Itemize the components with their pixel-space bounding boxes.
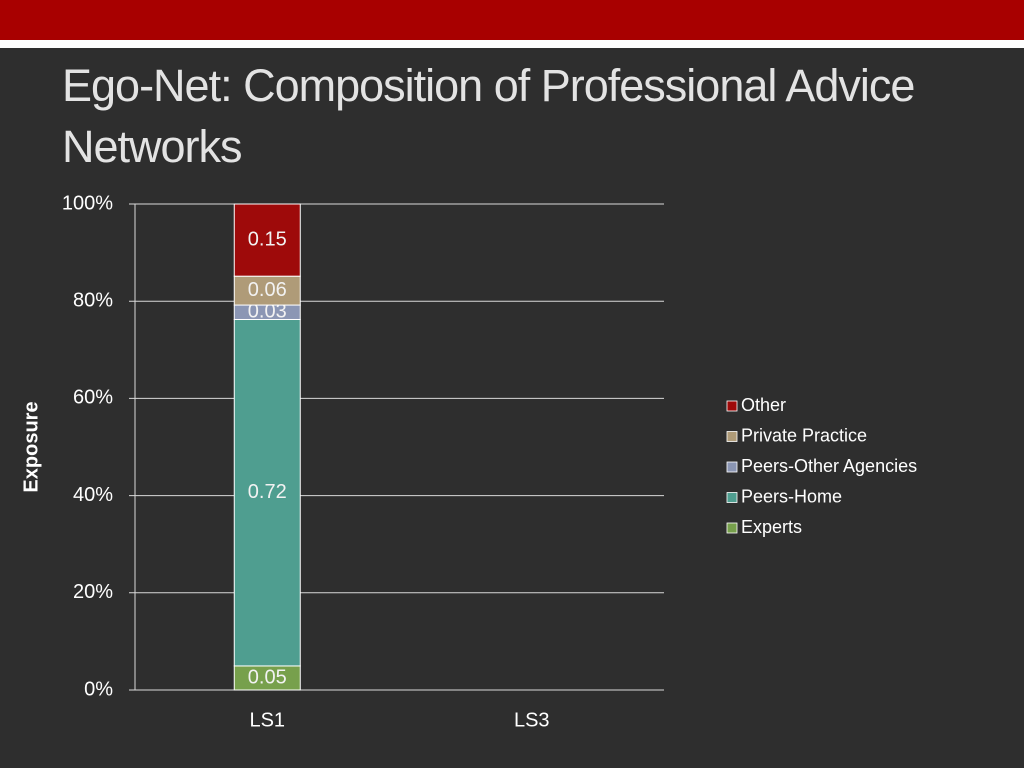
bar-segment <box>233 275 301 306</box>
y-tick-label: 60% <box>73 387 113 409</box>
legend-swatch <box>726 461 738 473</box>
chart-title: Ego-Net: Composition of Professional Adv… <box>62 60 915 172</box>
y-axis-title: Exposure <box>20 401 42 492</box>
legend-swatch <box>726 492 738 503</box>
data-label: 0.15 <box>248 228 287 250</box>
top-stripe <box>0 40 1024 48</box>
data-label: 0.06 <box>248 279 287 301</box>
x-tick-label: LS3 <box>514 709 550 731</box>
x-tick-label: LS1 <box>249 709 285 731</box>
bar-segment <box>233 203 301 277</box>
y-tick-label: 0% <box>84 678 113 700</box>
legend-label: Peers-Other Agencies <box>741 456 917 476</box>
legend-label: Other <box>741 395 786 415</box>
data-label: 0.72 <box>248 481 287 503</box>
bar-segment <box>233 318 301 667</box>
legend-swatch <box>726 522 738 534</box>
y-tick-label: 40% <box>73 484 113 506</box>
y-tick-label: 100% <box>62 192 113 214</box>
legend-swatch <box>726 400 738 412</box>
y-tick-label: 20% <box>73 581 113 603</box>
top-band <box>0 0 1024 40</box>
legend-swatch <box>726 431 738 442</box>
data-label: 0.05 <box>248 666 287 688</box>
legend-label: Peers-Home <box>741 486 842 506</box>
legend-label: Private Practice <box>741 425 867 445</box>
title-box: Ego-Net: Composition of Professional Adv… <box>62 60 915 172</box>
y-tick-label: 80% <box>73 289 113 311</box>
data-label: 0.03 <box>248 301 287 323</box>
legend-label: Experts <box>741 517 802 537</box>
